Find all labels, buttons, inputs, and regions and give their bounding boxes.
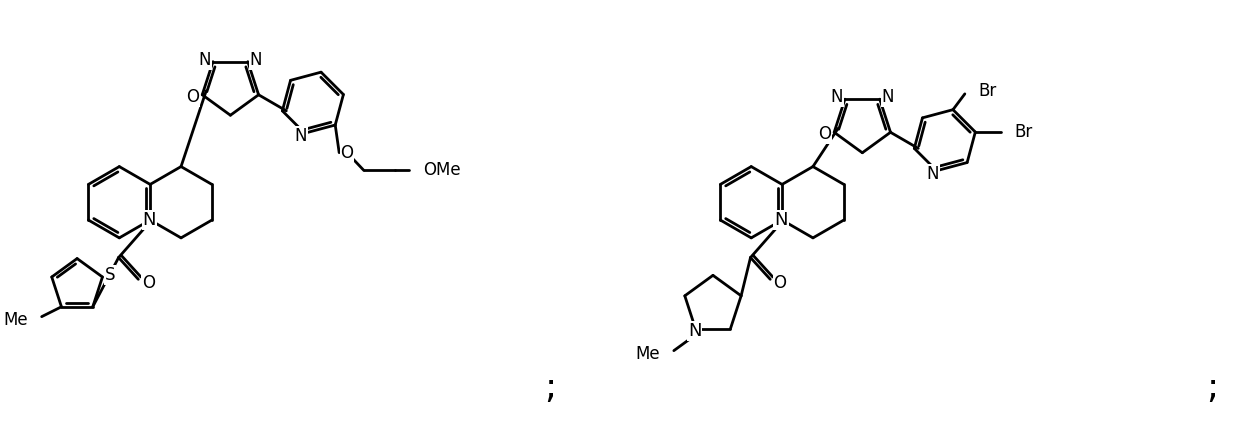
Text: N: N: [295, 127, 308, 145]
Text: O: O: [141, 274, 155, 292]
Text: N: N: [688, 322, 702, 340]
Text: Me: Me: [635, 345, 660, 363]
Text: ;: ;: [1207, 371, 1219, 405]
Text: N: N: [926, 165, 939, 183]
Text: O: O: [186, 88, 198, 106]
Text: Me: Me: [4, 311, 27, 329]
Text: ;: ;: [544, 371, 557, 405]
Text: N: N: [882, 88, 894, 106]
Text: S: S: [105, 266, 115, 284]
Text: N: N: [831, 88, 843, 106]
Text: N: N: [249, 51, 262, 69]
Text: O: O: [341, 143, 353, 161]
Text: O: O: [818, 125, 831, 143]
Text: N: N: [198, 51, 211, 69]
Text: OMe: OMe: [423, 161, 461, 180]
Text: O: O: [774, 274, 786, 292]
Text: Br: Br: [1014, 123, 1033, 141]
Text: N: N: [143, 211, 156, 229]
Text: Br: Br: [978, 82, 997, 100]
Text: N: N: [774, 211, 787, 229]
